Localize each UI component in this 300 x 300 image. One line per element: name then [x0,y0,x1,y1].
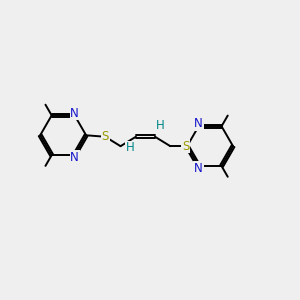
Text: S: S [182,140,189,153]
Text: N: N [70,106,79,119]
Text: N: N [194,162,203,175]
Text: N: N [194,117,203,130]
Text: H: H [156,119,165,132]
Text: H: H [126,141,135,154]
Text: S: S [102,130,109,143]
Text: N: N [70,151,79,164]
